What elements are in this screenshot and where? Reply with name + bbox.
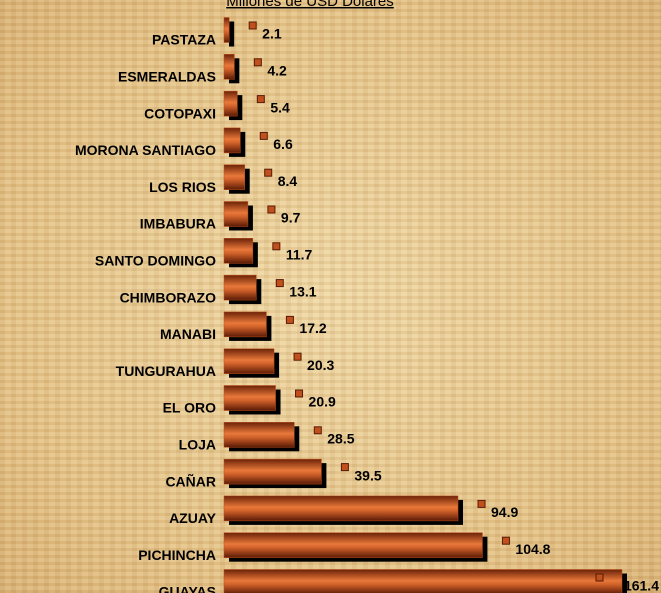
value-marker (267, 205, 276, 214)
bar (223, 164, 245, 190)
y-tick-label: CAÑAR (165, 472, 216, 489)
value-label: 20.3 (307, 357, 334, 373)
value-label: 9.7 (281, 210, 301, 226)
y-tick-label: TUNGURAHUA (116, 363, 216, 379)
value-label: 4.2 (267, 63, 287, 79)
bar (223, 348, 275, 374)
y-tick-label: MANABI (160, 326, 216, 342)
y-tick-label: LOJA (179, 437, 216, 453)
value-marker (285, 315, 294, 324)
bar (223, 54, 235, 80)
bar (223, 311, 267, 338)
value-label: 20.9 (309, 394, 336, 410)
y-tick-label: LOS RIOS (149, 179, 216, 195)
bar (223, 274, 257, 301)
bar (223, 532, 483, 558)
value-label: 94.9 (491, 504, 518, 520)
value-label: 13.1 (289, 283, 316, 299)
bar (223, 422, 295, 448)
value-marker (293, 352, 302, 361)
bar (223, 385, 276, 411)
value-label: 161.4 (624, 578, 659, 593)
chart-title: Millones de USD Dólares (226, 0, 394, 10)
y-tick-label: IMBABURA (140, 216, 216, 232)
bar (223, 569, 623, 593)
bar (223, 238, 254, 264)
value-marker (595, 573, 604, 582)
y-tick-label: PICHINCHA (138, 547, 216, 563)
y-tick-label: GUAYAS (159, 584, 216, 593)
bar (223, 458, 322, 485)
value-label: 11.7 (286, 247, 313, 263)
bar (223, 17, 230, 43)
value-label: 17.2 (299, 320, 326, 336)
value-label: 39.5 (354, 467, 381, 483)
value-marker (272, 242, 281, 251)
value-marker (275, 279, 284, 288)
value-marker (264, 168, 273, 177)
bar (223, 495, 459, 522)
value-label: 6.6 (273, 136, 293, 152)
value-marker (253, 58, 262, 67)
value-label: 104.8 (515, 541, 550, 557)
bar-shadow (229, 21, 235, 47)
y-tick-label: SANTO DOMINGO (95, 253, 216, 269)
value-marker (313, 426, 322, 435)
value-marker (295, 389, 304, 398)
bar (223, 90, 238, 117)
value-marker (340, 463, 349, 472)
value-marker (256, 95, 265, 104)
y-tick-label: MORONA SANTIAGO (75, 142, 216, 158)
y-tick-label: CHIMBORAZO (120, 289, 217, 305)
y-tick-label: ESMERALDAS (118, 69, 216, 85)
value-label: 2.1 (262, 26, 282, 42)
y-tick-label: AZUAY (169, 510, 217, 526)
y-tick-label: COTOPAXI (144, 105, 216, 121)
value-marker (501, 536, 510, 545)
value-label: 8.4 (278, 173, 298, 189)
bar (223, 201, 249, 227)
value-marker (259, 131, 268, 140)
value-marker (477, 499, 486, 508)
value-label: 28.5 (327, 431, 354, 447)
value-marker (248, 21, 257, 30)
bar (223, 127, 241, 154)
value-label: 5.4 (270, 99, 290, 115)
y-tick-label: PASTAZA (152, 32, 216, 48)
y-tick-label: EL ORO (163, 400, 217, 416)
